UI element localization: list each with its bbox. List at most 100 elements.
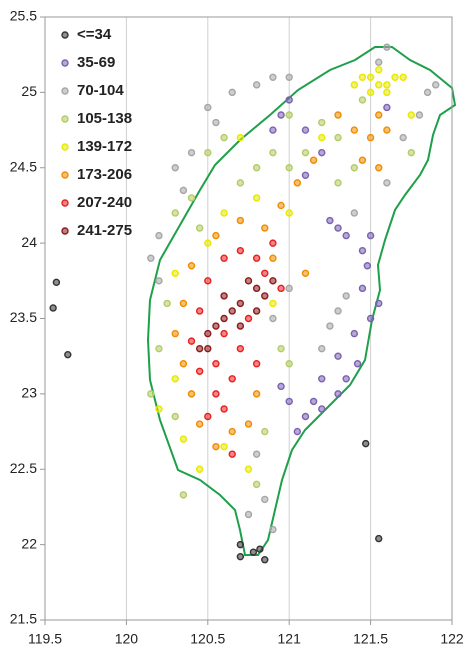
legend-marker <box>61 227 69 235</box>
point <box>285 397 293 406</box>
point <box>318 148 326 157</box>
point <box>342 292 350 300</box>
point <box>277 201 285 210</box>
point <box>228 375 236 383</box>
x-tick-label: 122 <box>440 631 464 647</box>
point <box>293 427 302 436</box>
point <box>375 299 383 308</box>
point <box>261 556 269 564</box>
point <box>301 126 310 134</box>
point <box>383 81 391 89</box>
point <box>423 88 432 97</box>
point <box>195 465 204 473</box>
point <box>179 299 188 308</box>
point <box>236 552 245 561</box>
point <box>195 224 204 232</box>
point <box>301 148 310 157</box>
point <box>147 254 155 262</box>
point <box>252 164 261 172</box>
point <box>220 314 228 323</box>
point <box>318 118 326 127</box>
point <box>334 179 342 187</box>
point <box>334 307 342 315</box>
point <box>249 548 258 556</box>
x-tick-label: 121.5 <box>353 631 388 647</box>
point <box>187 148 196 157</box>
point <box>220 405 228 413</box>
point <box>326 322 334 330</box>
point <box>195 307 204 315</box>
point <box>261 427 269 436</box>
point <box>334 111 342 119</box>
point <box>236 216 245 225</box>
point <box>220 209 228 217</box>
point <box>252 480 261 489</box>
point <box>179 360 188 368</box>
legend-label: 241-275 <box>77 222 132 239</box>
point <box>269 314 277 323</box>
legend-marker <box>61 59 69 67</box>
point <box>318 133 326 142</box>
point <box>236 344 245 353</box>
y-tick-label: 21.5 <box>10 611 37 627</box>
point <box>147 390 155 398</box>
point <box>220 133 228 142</box>
point <box>301 412 310 421</box>
point <box>204 344 212 353</box>
point <box>269 239 277 247</box>
point <box>309 397 318 406</box>
point <box>236 133 245 142</box>
point <box>318 405 326 413</box>
point <box>375 58 383 66</box>
point <box>269 148 277 157</box>
point <box>52 278 61 287</box>
point <box>155 405 163 413</box>
point <box>350 209 359 217</box>
legend-label: 70-104 <box>77 82 124 99</box>
point <box>155 277 163 285</box>
point <box>244 420 253 428</box>
point <box>195 344 204 353</box>
point <box>350 329 359 338</box>
point <box>269 126 277 134</box>
point <box>252 360 261 368</box>
point <box>195 420 204 428</box>
point <box>228 427 236 436</box>
x-tick-label: 120.5 <box>190 631 225 647</box>
point <box>391 73 399 82</box>
legend-label: 35-69 <box>77 54 115 71</box>
point <box>309 156 318 164</box>
legend-label: 139-172 <box>77 138 132 155</box>
point <box>269 525 277 534</box>
point <box>342 375 350 383</box>
point <box>220 329 228 338</box>
legend-label: <=34 <box>77 26 112 43</box>
y-tick-label: 22.5 <box>10 460 37 476</box>
legend-marker <box>61 171 69 179</box>
point <box>252 194 261 202</box>
point <box>261 495 269 504</box>
point <box>366 73 375 82</box>
point <box>375 164 383 172</box>
point <box>366 314 375 323</box>
point <box>252 81 261 89</box>
point <box>163 299 171 308</box>
point <box>261 224 269 232</box>
point <box>171 209 179 217</box>
point <box>212 322 220 330</box>
point <box>220 442 228 451</box>
point <box>171 164 179 172</box>
coastline <box>146 46 457 556</box>
point <box>285 209 293 217</box>
point <box>383 43 391 51</box>
point <box>236 322 245 330</box>
point <box>383 126 391 134</box>
point <box>220 254 228 262</box>
legend-marker <box>61 115 69 123</box>
point <box>64 350 72 359</box>
point <box>204 103 212 112</box>
point <box>285 73 293 82</box>
legend-marker <box>61 143 69 151</box>
point <box>228 88 236 97</box>
